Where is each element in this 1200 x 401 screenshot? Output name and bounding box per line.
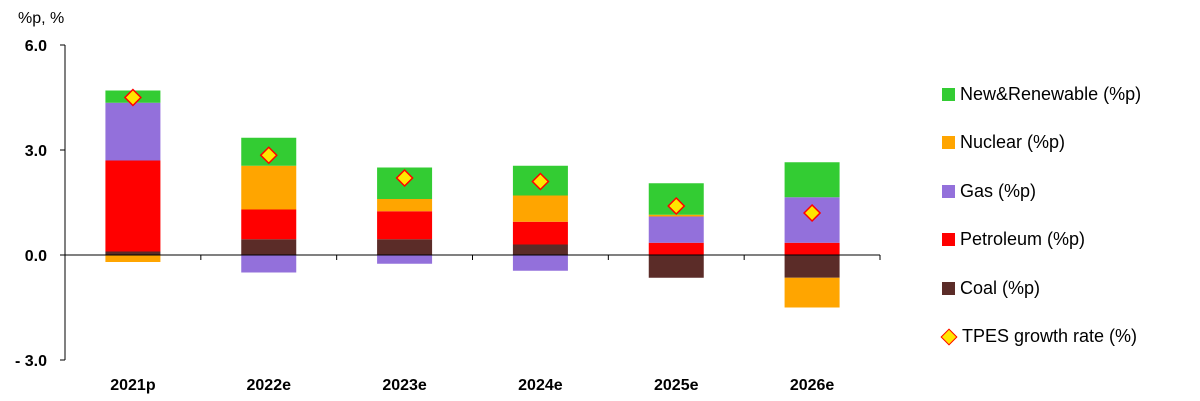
tpes-marker bbox=[803, 203, 822, 223]
legend-item: TPES growth rate (%) bbox=[940, 313, 1141, 362]
y-tick-label: - 3.0 bbox=[15, 353, 47, 370]
bar-segment bbox=[105, 102, 161, 161]
legend: New&Renewable (%p) Nuclear (%p) Gas (%p) Pe… bbox=[940, 70, 1141, 362]
bar-segment bbox=[105, 251, 161, 255]
tpes-marker bbox=[395, 168, 414, 188]
legend-item: Gas (%p) bbox=[942, 167, 1141, 216]
legend-swatch bbox=[942, 184, 955, 198]
legend-item: Petroleum (%p) bbox=[942, 216, 1141, 265]
bar-segment bbox=[105, 255, 161, 262]
y-tick-label: 3.0 bbox=[25, 143, 47, 160]
legend-label: Gas (%p) bbox=[960, 180, 1037, 201]
bar-segment bbox=[648, 214, 704, 217]
legend-item: Nuclear (%p) bbox=[942, 119, 1141, 168]
legend-label: Petroleum (%p) bbox=[960, 229, 1086, 250]
bar-segment bbox=[648, 216, 704, 243]
legend-swatch bbox=[942, 87, 955, 101]
bar-segment bbox=[105, 160, 161, 252]
x-tick-label: 2023e bbox=[382, 377, 427, 394]
bar-segment bbox=[648, 242, 704, 255]
bar-segment bbox=[784, 255, 840, 278]
tpes-marker bbox=[259, 146, 278, 165]
tpes-marker bbox=[531, 172, 550, 191]
x-tick-label: 2026e bbox=[790, 377, 835, 394]
x-tick-label: 2022e bbox=[247, 377, 292, 394]
bar-segment bbox=[784, 162, 840, 198]
x-tick-label: 2021p bbox=[110, 377, 156, 394]
bar-segment bbox=[512, 195, 568, 222]
legend-label: New&Renewable (%p) bbox=[960, 83, 1142, 104]
bar-segment bbox=[784, 242, 840, 255]
legend-swatch bbox=[942, 233, 955, 247]
legend-label: Coal (%p) bbox=[960, 277, 1041, 298]
bar-segment bbox=[241, 165, 297, 210]
bar-segment bbox=[648, 255, 704, 278]
bar-segment bbox=[377, 255, 433, 264]
y-tick-label: 0.0 bbox=[25, 248, 47, 265]
legend-label: TPES growth rate (%) bbox=[962, 326, 1138, 347]
bar-segment bbox=[241, 209, 297, 240]
tpes-marker bbox=[667, 196, 686, 216]
legend-item: Coal (%p) bbox=[942, 264, 1141, 313]
y-tick-label: 6.0 bbox=[25, 38, 47, 55]
x-tick-label: 2024e bbox=[518, 377, 563, 394]
legend-label: Nuclear (%p) bbox=[960, 132, 1066, 153]
legend-diamond-icon bbox=[940, 328, 958, 346]
tpes-marker bbox=[123, 88, 142, 107]
bar-segment bbox=[377, 239, 433, 255]
bar-segment bbox=[512, 221, 568, 245]
x-tick-label: 2025e bbox=[654, 377, 699, 394]
y-unit-label: %p, % bbox=[18, 10, 65, 27]
bar-segment bbox=[784, 277, 840, 308]
legend-swatch bbox=[942, 281, 955, 295]
bar-segment bbox=[241, 255, 297, 273]
bar-segment bbox=[377, 211, 433, 240]
legend-item: New&Renewable (%p) bbox=[942, 70, 1141, 119]
bar-segment bbox=[512, 255, 568, 271]
bar-segment bbox=[377, 199, 433, 212]
bar-segment bbox=[512, 244, 568, 255]
bar-segment bbox=[241, 239, 297, 255]
legend-swatch bbox=[942, 136, 955, 150]
